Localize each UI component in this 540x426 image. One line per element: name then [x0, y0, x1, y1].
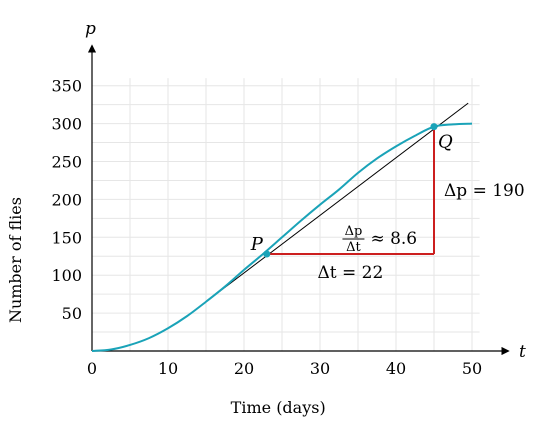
point-p	[263, 250, 271, 258]
delta-t-label: Δt = 22	[318, 263, 384, 283]
grid	[92, 78, 480, 351]
x-tick-label: 30	[310, 359, 330, 378]
ratio-denominator: Δt	[346, 240, 361, 255]
y-tick-label: 200	[51, 190, 82, 209]
ratio-value: ≈ 8.6	[370, 229, 417, 249]
x-axis-title: Time (days)	[231, 398, 326, 417]
y-axis-variable: p	[85, 19, 96, 39]
y-tick-label: 50	[62, 304, 82, 323]
population-curve	[91, 122, 473, 352]
y-axis-title: Number of flies	[6, 197, 25, 323]
y-tick-label: 100	[51, 266, 82, 285]
x-tick-label: 20	[234, 359, 254, 378]
secant-line	[205, 102, 469, 303]
x-tick-label: 0	[87, 359, 97, 378]
point-label-q: Q	[438, 132, 453, 153]
point-q	[430, 123, 438, 131]
y-tick-label: 250	[51, 153, 82, 172]
y-tick-label: 350	[51, 77, 82, 96]
point-label-p: P	[250, 234, 264, 255]
ratio-numerator: Δp	[345, 224, 363, 239]
x-tick-label: 40	[386, 359, 406, 378]
delta-p-label: Δp = 190	[444, 181, 525, 201]
x-tick-label: 50	[462, 359, 482, 378]
x-axis-variable: t	[519, 342, 526, 362]
ticks: 0 10 20 30 40 50 50 100 150 200 250 300 350 Time (day…	[6, 77, 482, 417]
y-tick-label: 150	[51, 228, 82, 247]
y-tick-label: 300	[51, 115, 82, 134]
series	[91, 102, 473, 352]
axes: tp	[85, 19, 526, 362]
x-tick-label: 10	[158, 359, 178, 378]
